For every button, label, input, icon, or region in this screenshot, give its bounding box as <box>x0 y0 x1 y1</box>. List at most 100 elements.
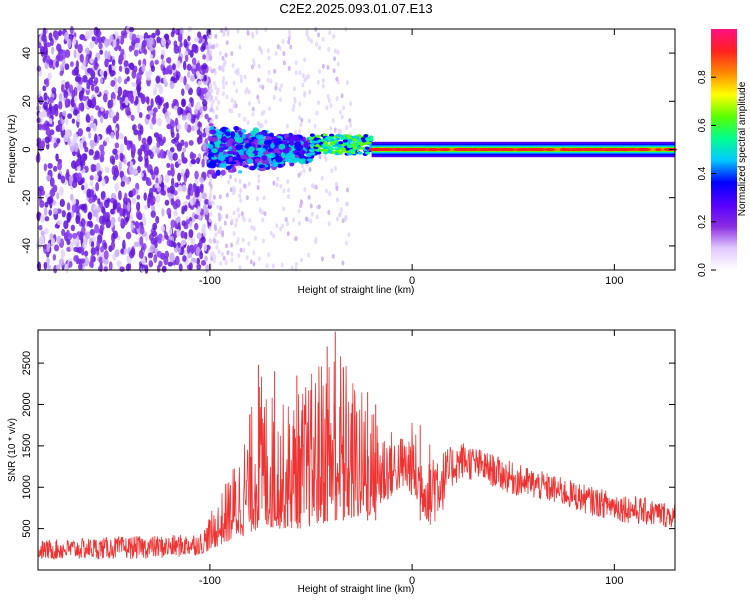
energy-blob <box>210 136 219 143</box>
noise-blob <box>345 124 349 130</box>
energy-blob <box>264 136 272 140</box>
noise-blob <box>133 241 140 248</box>
noise-blob <box>318 154 322 160</box>
noise-blob <box>326 94 330 100</box>
noise-blob <box>205 264 210 273</box>
noise-blob <box>298 128 302 134</box>
spectrogram-y-label: Frequency (Hz) <box>7 115 18 184</box>
noise-blob <box>120 180 126 187</box>
noise-blob <box>60 249 66 260</box>
noise-blob <box>187 187 191 197</box>
noise-blob <box>287 187 291 193</box>
noise-blob <box>282 188 286 194</box>
energy-blob <box>288 136 295 143</box>
noise-blob <box>204 113 209 120</box>
noise-blob <box>157 238 162 244</box>
noise-blob <box>250 224 254 230</box>
energy-blob <box>226 150 235 155</box>
noise-blob <box>153 166 160 176</box>
noise-blob <box>45 55 51 64</box>
energy-blob <box>235 144 242 151</box>
noise-blob <box>92 96 96 106</box>
noise-blob <box>50 237 56 247</box>
noise-blob <box>138 249 144 259</box>
noise-blob <box>58 29 63 36</box>
noise-blob <box>282 51 286 57</box>
noise-blob <box>135 222 140 229</box>
noise-blob <box>128 93 132 102</box>
noise-blob <box>255 196 259 202</box>
energy-blob <box>255 133 264 140</box>
energy-blob <box>211 148 219 154</box>
noise-blob <box>301 73 305 79</box>
noise-blob <box>123 135 128 146</box>
noise-blob <box>43 261 48 270</box>
colorbar-tick-label: 0.4 <box>697 166 708 180</box>
energy-blob <box>297 144 304 149</box>
noise-blob <box>188 244 195 255</box>
noise-blob <box>274 50 278 56</box>
noise-blob <box>220 251 224 257</box>
noise-blob <box>200 94 205 101</box>
noise-blob <box>86 79 91 90</box>
noise-blob <box>68 261 73 268</box>
energy-blob <box>253 150 258 155</box>
noise-blob <box>221 91 225 97</box>
noise-blob <box>232 210 236 216</box>
noise-blob <box>93 77 99 84</box>
noise-blob <box>208 66 212 72</box>
noise-blob <box>76 165 81 171</box>
noise-blob <box>57 173 62 180</box>
noise-blob <box>246 30 250 36</box>
noise-blob <box>75 158 80 167</box>
noise-blob <box>239 188 243 194</box>
noise-blob <box>104 58 109 68</box>
noise-blob <box>69 241 74 251</box>
noise-blob <box>131 188 136 196</box>
noise-blob <box>246 120 250 126</box>
noise-blob <box>171 177 175 186</box>
noise-blob <box>110 91 116 102</box>
noise-blob <box>155 75 161 84</box>
noise-blob <box>210 256 214 262</box>
noise-blob <box>47 264 51 271</box>
noise-blob <box>222 30 226 36</box>
noise-blob <box>54 107 59 117</box>
snr-border <box>37 329 676 571</box>
noise-blob <box>221 55 225 61</box>
energy-blob <box>273 138 279 146</box>
noise-blob <box>235 217 239 223</box>
signal-peak <box>399 148 411 152</box>
noise-blob <box>326 65 330 71</box>
snr-panel: -100 0 100 500 1000 1500 2000 2500 Height of s… <box>7 329 676 595</box>
noise-blob <box>158 174 162 185</box>
noise-blob <box>56 137 61 144</box>
noise-blob <box>71 118 76 124</box>
noise-blob <box>190 114 196 124</box>
noise-blob <box>181 220 187 227</box>
noise-blob <box>72 132 78 143</box>
energy-blob <box>315 134 321 138</box>
noise-blob <box>208 88 212 94</box>
noise-blob <box>75 215 81 225</box>
noise-blob <box>160 37 166 47</box>
noise-blob <box>122 239 126 250</box>
noise-blob <box>175 199 181 208</box>
noise-blob <box>262 109 266 115</box>
noise-blob <box>211 200 215 206</box>
noise-blob <box>234 103 238 109</box>
energy-blob <box>309 148 315 152</box>
noise-blob <box>76 172 82 182</box>
noise-blob <box>135 95 139 105</box>
noise-blob <box>101 178 106 187</box>
noise-blob <box>216 204 220 210</box>
noise-blob <box>174 255 180 266</box>
noise-blob <box>271 263 275 269</box>
noise-blob <box>110 131 115 139</box>
energy-blob <box>229 161 237 165</box>
noise-blob <box>89 180 94 187</box>
energy-blob <box>334 147 340 151</box>
signal-peak <box>430 148 439 152</box>
noise-blob <box>199 177 204 183</box>
noise-blob <box>209 211 213 217</box>
